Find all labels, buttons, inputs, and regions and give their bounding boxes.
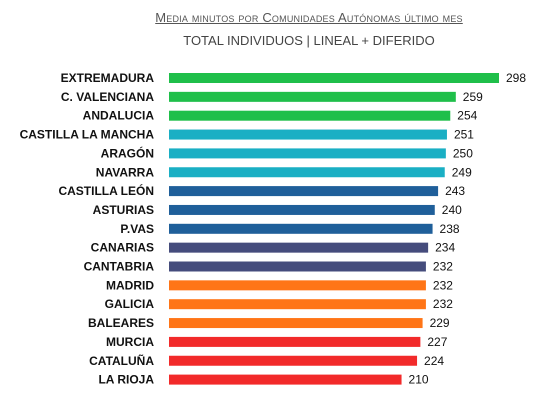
value-label: 240: [442, 203, 462, 217]
bar: [169, 299, 426, 310]
value-label: 250: [453, 146, 473, 160]
bar: [169, 336, 421, 347]
category-label: CASTILLA LEÓN: [58, 183, 154, 198]
bar: [169, 91, 456, 102]
value-label: 298: [506, 71, 526, 85]
value-label: 232: [433, 278, 453, 292]
value-label: 251: [454, 128, 474, 142]
bar: [169, 318, 423, 329]
category-label: CANARIAS: [91, 241, 154, 255]
value-label: 224: [424, 354, 444, 368]
bar: [169, 204, 435, 215]
bar: [169, 167, 445, 178]
category-label: EXTREMADURA: [61, 71, 155, 85]
value-label: 243: [445, 184, 465, 198]
category-label: CATALUÑA: [89, 353, 154, 368]
bar: [169, 261, 426, 272]
bar: [169, 148, 446, 159]
bar: [169, 242, 429, 253]
value-label: 259: [463, 90, 483, 104]
category-label: MURCIA: [106, 335, 154, 349]
bar: [169, 374, 402, 385]
bar: [169, 186, 439, 197]
category-label: GALICIA: [105, 297, 155, 311]
category-label: MADRID: [106, 278, 154, 292]
chart-subtitle: TOTAL INDIVIDUOS | LINEAL + DIFERIDO: [183, 33, 435, 48]
category-label: BALEARES: [88, 316, 154, 330]
category-label: ASTURIAS: [93, 203, 154, 217]
bar: [169, 280, 426, 291]
value-label: 229: [430, 316, 450, 330]
chart-title: Media minutos por Comunidades Autónomas …: [155, 10, 463, 25]
value-label: 249: [452, 165, 472, 179]
bar: [169, 129, 447, 140]
category-label: LA RIOJA: [98, 373, 154, 387]
category-label: C. VALENCIANA: [61, 90, 154, 104]
category-label: NAVARRA: [96, 165, 155, 179]
category-label: ARAGÓN: [101, 145, 154, 160]
category-label: CANTABRIA: [84, 260, 155, 274]
value-label: 232: [433, 297, 453, 311]
bar: [169, 223, 433, 234]
category-label: P.VAS: [120, 222, 154, 236]
value-label: 227: [427, 335, 447, 349]
category-label: ANDALUCIA: [83, 109, 155, 123]
value-label: 234: [435, 241, 455, 255]
category-label: CASTILLA LA MANCHA: [20, 128, 155, 142]
value-label: 238: [440, 222, 460, 236]
bar: [169, 355, 418, 366]
bar: [169, 73, 499, 83]
bar: [169, 110, 451, 121]
value-label: 232: [433, 260, 453, 274]
value-label: 210: [409, 373, 429, 387]
value-label: 254: [457, 109, 477, 123]
